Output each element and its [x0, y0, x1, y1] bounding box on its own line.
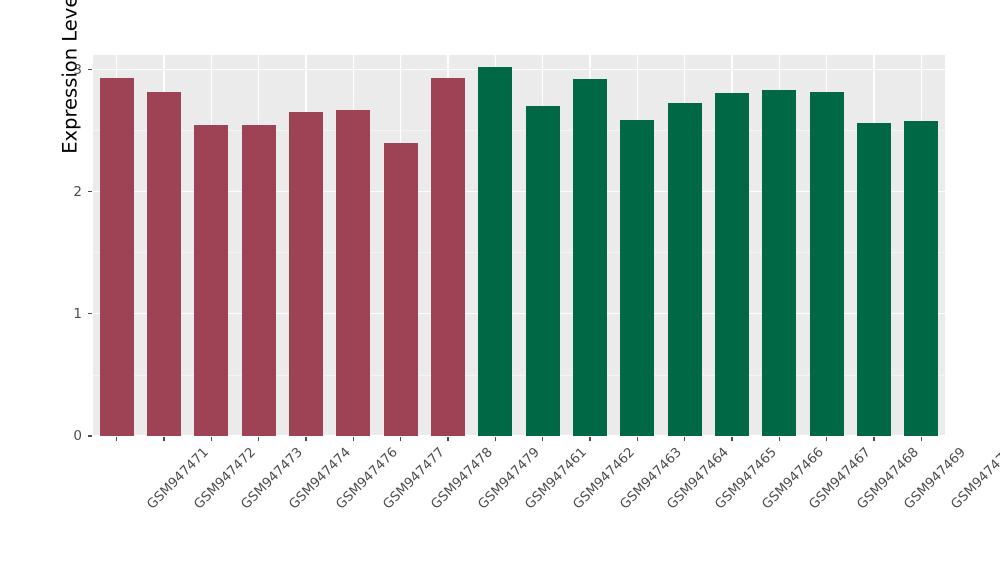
x-axis-tick-mark	[778, 437, 780, 441]
bar	[336, 109, 371, 436]
gridline-horizontal-major	[93, 435, 945, 436]
x-axis-tick-mark	[920, 437, 922, 441]
bar	[146, 91, 182, 436]
x-axis-tick-mark	[873, 437, 875, 441]
x-axis-tick-mark	[163, 437, 165, 441]
bar	[904, 120, 939, 436]
y-axis-tick-label: 1	[73, 305, 82, 322]
gridline-horizontal-minor	[93, 252, 945, 254]
bar	[194, 124, 229, 436]
x-axis-tick-mark	[116, 437, 118, 441]
bar	[430, 78, 466, 436]
x-axis-tick-mark	[731, 437, 733, 441]
plot-panel	[93, 55, 945, 436]
x-axis-tick-mark	[826, 437, 828, 441]
bar	[288, 112, 324, 436]
x-axis-tick-mark	[684, 437, 686, 441]
bar	[809, 91, 844, 436]
gridline-horizontal-major	[93, 313, 945, 315]
x-axis-tick-mark	[305, 437, 307, 441]
y-axis-tick-mark	[88, 313, 92, 315]
y-axis-tick-label: 3	[73, 61, 82, 78]
x-axis-tick-mark	[636, 437, 638, 441]
x-axis-tick-mark	[210, 437, 212, 441]
gridline-horizontal-minor	[93, 130, 945, 132]
x-axis-tick-mark	[258, 437, 260, 441]
bar	[99, 78, 134, 436]
y-axis-tick-label: 0	[73, 428, 82, 444]
bar	[856, 123, 892, 436]
x-axis-tick-mark	[542, 437, 544, 441]
y-axis-tick-mark	[88, 435, 92, 437]
x-axis-tick-mark	[447, 437, 449, 441]
bar	[525, 106, 560, 436]
gridline-horizontal-major	[93, 191, 945, 193]
x-axis-tick-mark	[352, 437, 354, 441]
x-axis-tick-mark	[400, 437, 402, 441]
y-axis-title: Expression Level	[58, 0, 82, 154]
gridline-horizontal-minor	[93, 374, 945, 376]
x-axis-tick-mark	[589, 437, 591, 441]
y-axis-tick-mark	[88, 191, 92, 193]
bar	[667, 102, 702, 436]
bar	[241, 124, 276, 436]
bar	[714, 92, 750, 436]
bar	[383, 142, 418, 436]
gridline-horizontal-major	[93, 69, 945, 71]
bar	[620, 119, 655, 436]
bar	[762, 90, 797, 436]
bar	[572, 79, 608, 436]
y-axis-tick-label: 2	[73, 183, 82, 200]
bar	[478, 67, 513, 436]
y-axis-tick-mark	[88, 69, 92, 71]
x-axis-tick-mark	[494, 437, 496, 441]
